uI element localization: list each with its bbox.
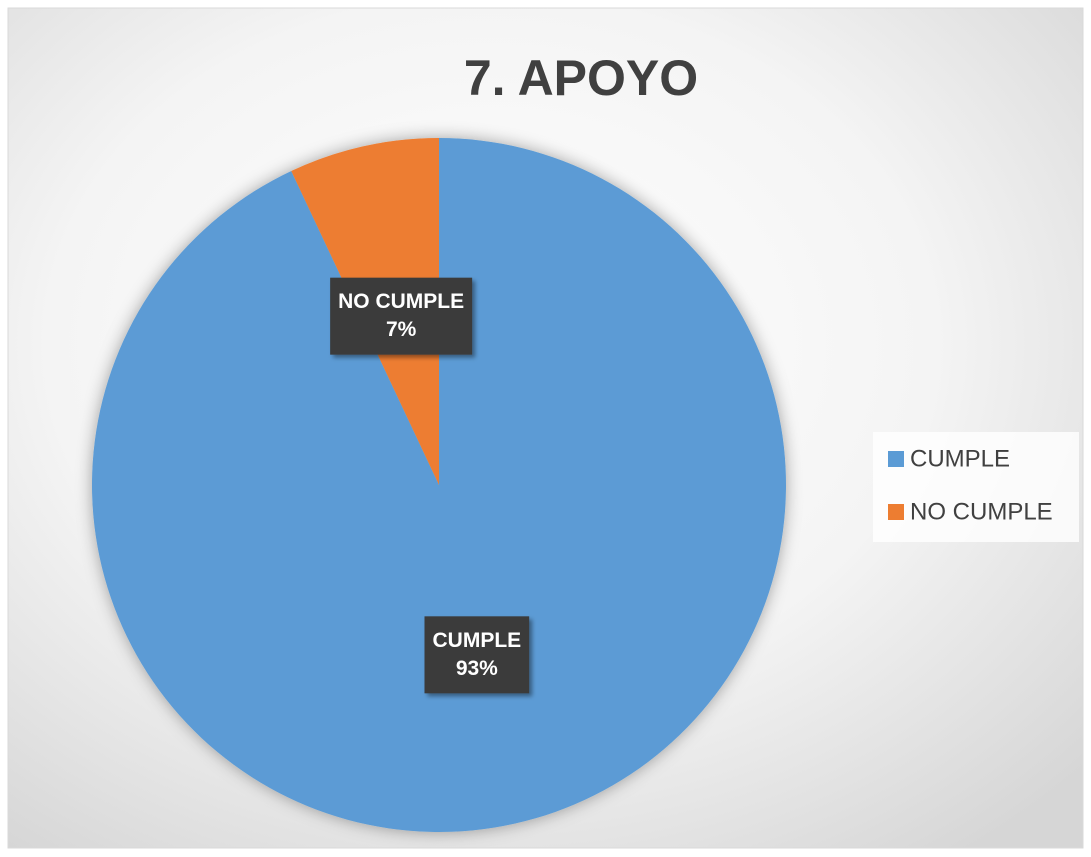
- data-label: NO CUMPLE 7%: [330, 277, 473, 355]
- legend-swatch: [888, 504, 904, 520]
- data-label-value: 7%: [386, 318, 417, 341]
- data-label-category: NO CUMPLE: [338, 290, 464, 313]
- legend-label: CUMPLE: [910, 445, 1010, 472]
- data-label-category: CUMPLE: [433, 629, 522, 652]
- chart-title: 7. APOYO: [464, 50, 698, 106]
- pie: [91, 138, 786, 833]
- legend-box: [873, 432, 1079, 542]
- pie-slice: [91, 138, 786, 833]
- data-label-box: [424, 616, 530, 694]
- legend-swatch: [888, 451, 904, 467]
- legend-label: NO CUMPLE: [910, 498, 1053, 525]
- data-label-value: 93%: [456, 657, 498, 680]
- data-label-box: [330, 277, 473, 355]
- data-label: CUMPLE 93%: [424, 616, 530, 694]
